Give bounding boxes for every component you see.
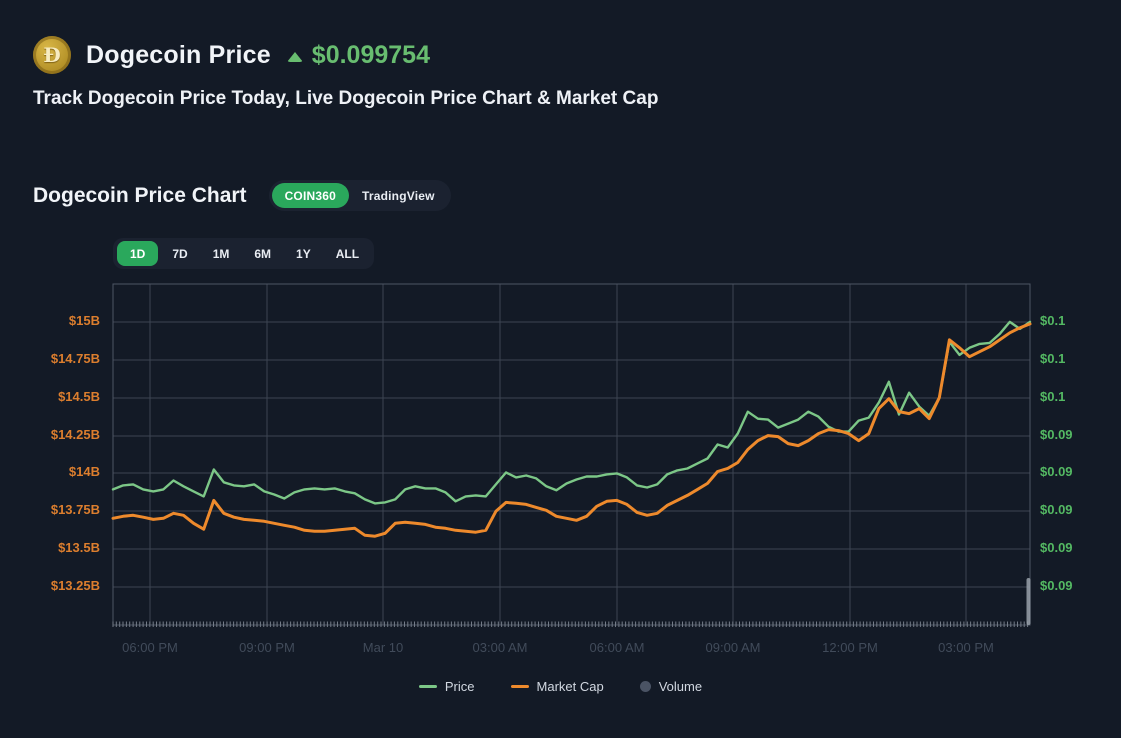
legend-label: Market Cap xyxy=(536,679,604,694)
left-axis-tick-label: $14B xyxy=(68,464,100,479)
range-button-1m[interactable]: 1M xyxy=(202,241,241,266)
chart-legend: Price Market Cap Volume xyxy=(0,679,1121,694)
x-axis-tick-label: 12:00 PM xyxy=(822,640,878,655)
chart-source-tabs: COIN360 TradingView xyxy=(268,180,451,211)
x-axis-tick-label: 03:00 AM xyxy=(472,640,528,655)
legend-line-swatch xyxy=(418,685,437,688)
legend-line-swatch xyxy=(510,685,529,688)
page-header: Đ Dogecoin Price $0.099754 xyxy=(33,36,430,74)
x-axis-tick-label: 03:00 PM xyxy=(938,640,994,655)
series-line-price xyxy=(111,320,1032,505)
series-line-market-cap xyxy=(111,322,1032,538)
right-axis-tick-label: $0.09 xyxy=(1040,578,1073,593)
legend-item-volume[interactable]: Volume xyxy=(639,679,703,694)
left-axis-tick-label: $14.75B xyxy=(50,351,100,366)
right-axis-tick-label: $0.09 xyxy=(1040,540,1073,555)
right-axis-tick-label: $0.1 xyxy=(1040,389,1066,404)
x-axis-tick-label: 06:00 AM xyxy=(589,640,645,655)
right-axis-tick-label: $0.09 xyxy=(1040,464,1073,479)
left-axis-tick-label: $15B xyxy=(68,313,100,328)
left-axis-tick-label: $13.25B xyxy=(50,578,100,593)
x-axis-minor-ticks xyxy=(112,621,1029,627)
page-subtitle: Track Dogecoin Price Today, Live Dogecoi… xyxy=(33,88,659,109)
chart-section-title: Dogecoin Price Chart xyxy=(33,183,247,207)
range-button-1d[interactable]: 1D xyxy=(117,241,159,266)
right-axis-tick-label: $0.1 xyxy=(1040,351,1066,366)
range-button-1y[interactable]: 1Y xyxy=(285,241,322,266)
current-price: $0.099754 xyxy=(311,40,430,69)
right-axis-tick-label: $0.09 xyxy=(1040,427,1073,442)
legend-item-market-cap[interactable]: Market Cap xyxy=(510,679,604,694)
tab-tradingview[interactable]: TradingView xyxy=(349,183,448,208)
left-axis-tick-label: $13.75B xyxy=(50,502,100,517)
legend-label: Price xyxy=(444,679,475,694)
range-button-6m[interactable]: 6M xyxy=(243,241,282,266)
left-axis-tick-label: $14.25B xyxy=(50,427,100,442)
price-up-arrow-icon xyxy=(286,52,303,62)
range-button-7d[interactable]: 7D xyxy=(161,241,198,266)
legend-label: Volume xyxy=(658,679,703,694)
x-axis-tick-label: 09:00 PM xyxy=(239,640,295,655)
chart-section-header: Dogecoin Price Chart COIN360 TradingView xyxy=(33,180,451,211)
x-axis-tick-label: 06:00 PM xyxy=(122,640,178,655)
range-button-all[interactable]: ALL xyxy=(325,241,370,266)
page-title: Dogecoin Price xyxy=(86,40,271,69)
right-axis-tick-label: $0.1 xyxy=(1040,313,1066,328)
x-axis-tick-label: Mar 10 xyxy=(362,640,404,655)
left-axis-tick-label: $13.5B xyxy=(58,540,100,555)
x-axis-tick-label: 09:00 AM xyxy=(705,640,761,655)
tab-coin360[interactable]: COIN360 xyxy=(271,183,349,208)
legend-item-price[interactable]: Price xyxy=(418,679,475,694)
legend-circle-swatch xyxy=(639,681,651,692)
time-range-selector: 1D 7D 1M 6M 1Y ALL xyxy=(113,238,375,269)
dogecoin-coin-icon: Đ xyxy=(33,36,71,74)
right-axis-tick-label: $0.09 xyxy=(1040,502,1073,517)
chart-scrollbar-thumb[interactable] xyxy=(1026,578,1031,625)
dogecoin-d-glyph: Đ xyxy=(43,43,61,67)
left-axis-tick-label: $14.5B xyxy=(58,389,100,404)
